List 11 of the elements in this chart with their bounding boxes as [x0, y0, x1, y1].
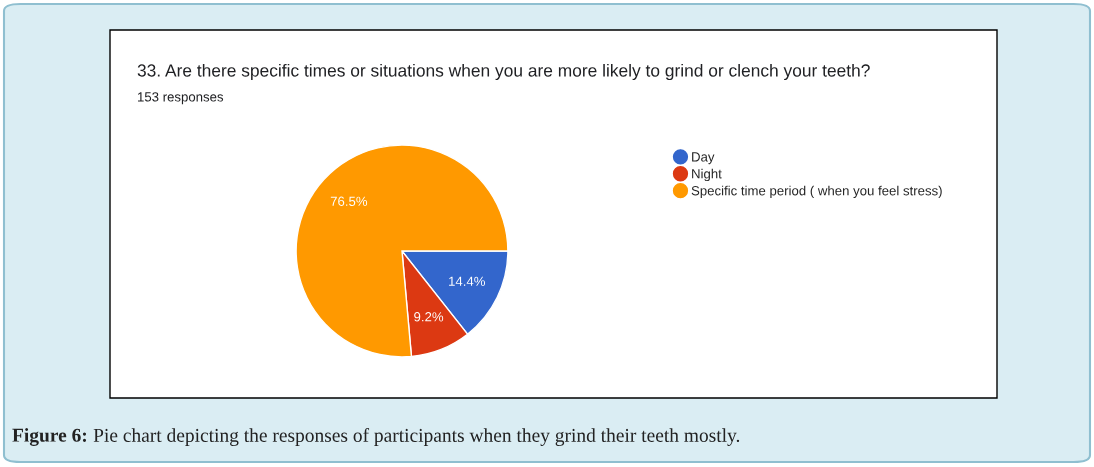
data-label: 14.4%	[449, 276, 486, 286]
legend-label: Specific time period ( when you feel stress)	[691, 185, 942, 199]
data-label: 76.5%	[330, 196, 368, 206]
text: 153 responses	[138, 92, 224, 105]
text: Pie chart depicting the responses of participants when they grind their teeth mostly.	[93, 428, 740, 446]
legend-label: Night	[692, 168, 722, 182]
data-label: 9.2%	[414, 312, 444, 322]
pie-slice	[295, 144, 509, 358]
caption: Figure 6:	[12, 428, 87, 446]
chart-title: 33. Are there specific times or situations when you are more likely to grind or clench your teeth?	[137, 63, 870, 81]
legend-label: Day	[692, 152, 715, 165]
